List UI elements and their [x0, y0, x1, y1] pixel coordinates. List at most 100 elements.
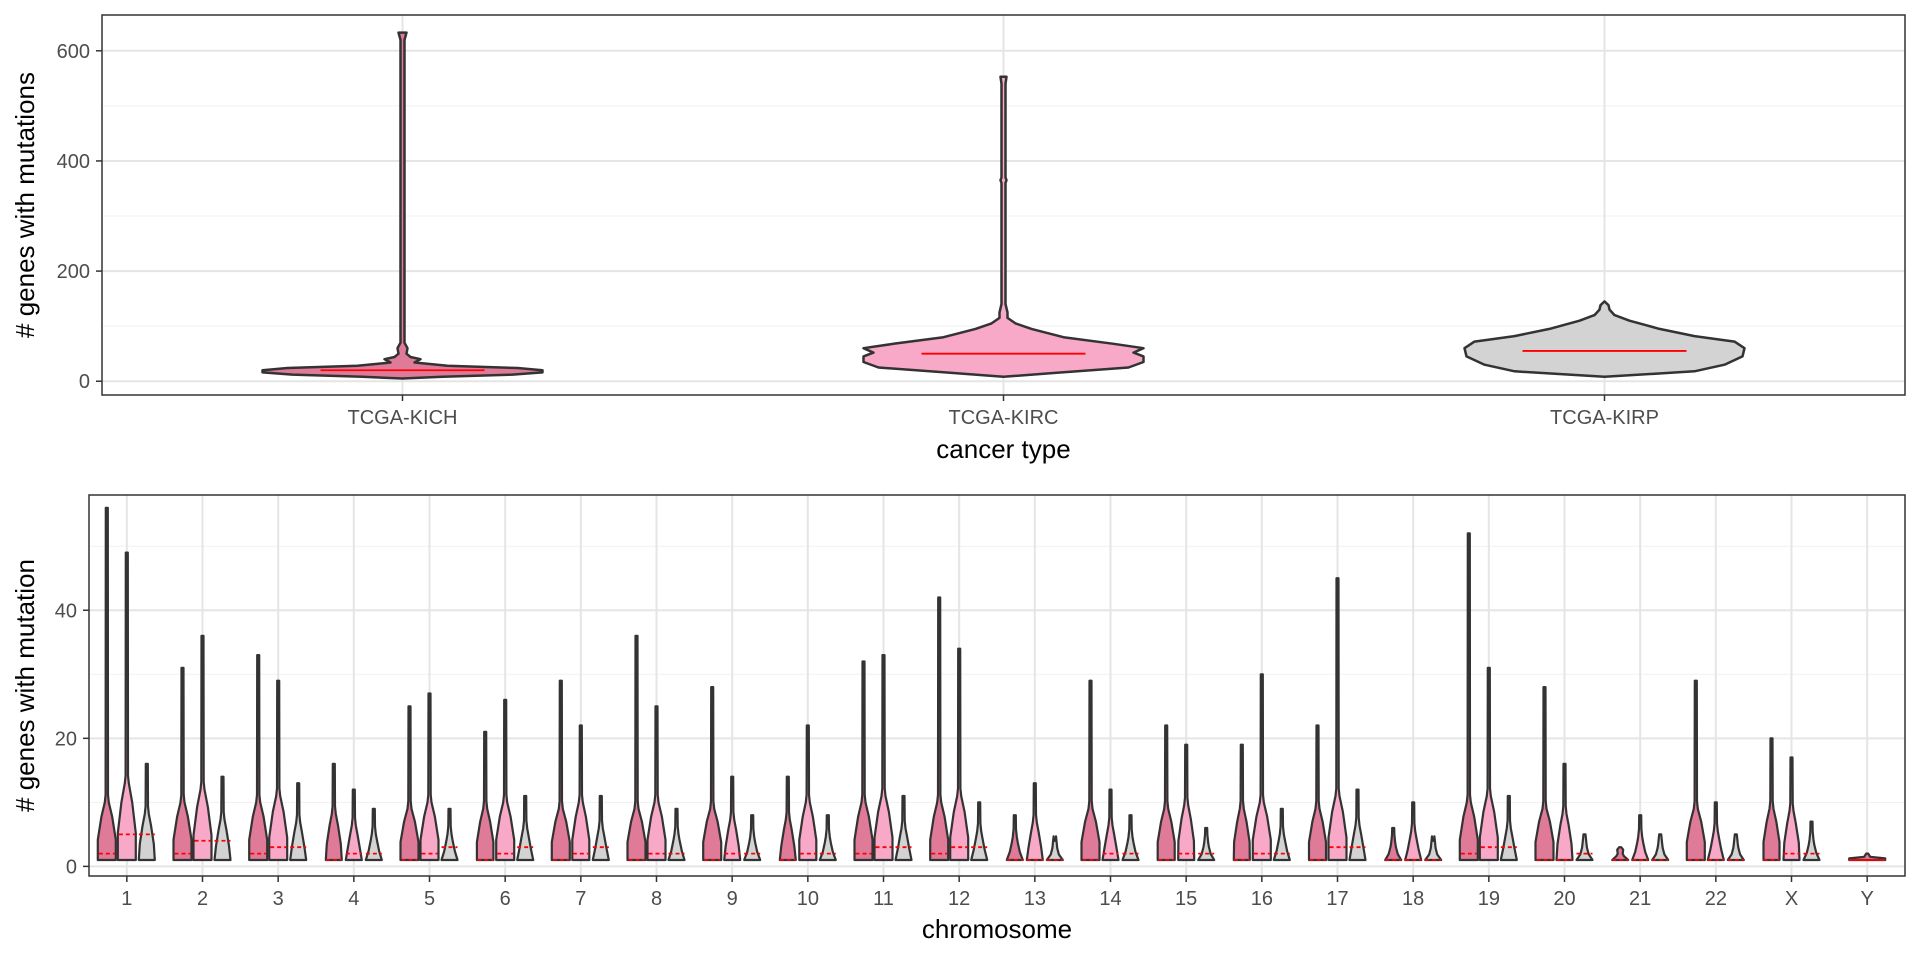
violin-chr12-tcga-kich: [929, 596, 950, 862]
violin-chr4-tcga-kirc: [344, 788, 363, 862]
violin-chr7-tcga-kich: [550, 679, 571, 862]
violin-tcga-kich: [261, 31, 544, 380]
violin-chr22-tcga-kirc: [1706, 801, 1725, 862]
x-tick-label: 19: [1478, 888, 1500, 910]
y-tick-label: 200: [57, 261, 90, 283]
violin-chr6-tcga-kirc: [495, 698, 516, 862]
x-tick-label: 21: [1629, 888, 1651, 910]
violin-chr17-tcga-kirc: [1327, 577, 1348, 862]
violin-chr3-tcga-kich: [248, 654, 269, 862]
violin-chr1-tcga-kirp: [137, 762, 156, 862]
violin-chr8-tcga-kirc: [646, 705, 667, 862]
violin-chr11-tcga-kirc: [873, 654, 894, 862]
violin-chr13-tcga-kich: [1005, 814, 1024, 862]
violin-chr11-tcga-kirp: [894, 794, 913, 862]
violin-chr16-tcga-kirc: [1251, 673, 1272, 862]
violin-chr6-tcga-kirp: [516, 794, 535, 862]
y-tick-label: 600: [57, 41, 90, 63]
x-tick-label: 17: [1326, 888, 1348, 910]
violin-chr21-tcga-kich: [1611, 846, 1630, 862]
x-tick-label: 12: [948, 888, 970, 910]
x-tick-label: 11: [873, 888, 894, 910]
violin-chr6-tcga-kich: [475, 730, 495, 862]
violin-chr15-tcga-kirc: [1177, 743, 1196, 862]
x-tick-label: 7: [575, 888, 586, 910]
x-tick-label: 8: [651, 888, 662, 910]
y-tick-label: 40: [55, 600, 77, 622]
x-tick-label: 15: [1175, 888, 1197, 910]
violin-chr15-tcga-kich: [1156, 724, 1176, 862]
y-tick-label: 0: [66, 856, 77, 878]
violin-chrX-tcga-kich: [1762, 737, 1781, 862]
violin-chr20-tcga-kich: [1534, 686, 1555, 862]
violin-chr14-tcga-kirc: [1101, 788, 1120, 862]
x-tick-label: 10: [797, 888, 819, 910]
y-tick-label: 20: [55, 728, 77, 750]
x-tick-label: 20: [1553, 888, 1575, 910]
violin-chr13-tcga-kirc: [1025, 782, 1044, 862]
violin-tcga-kirc: [862, 75, 1145, 379]
violin-chr12-tcga-kirp: [970, 801, 989, 862]
violin-chr9-tcga-kich: [702, 686, 723, 862]
x-tick-label: 6: [500, 888, 511, 910]
violin-chr22-tcga-kirp: [1726, 833, 1745, 862]
violin-chr8-tcga-kich: [626, 634, 647, 862]
x-tick-label: 13: [1024, 888, 1046, 910]
violin-chr12-tcga-kirc: [949, 647, 970, 862]
violin-chr5-tcga-kirc: [419, 692, 440, 862]
x-tick-label: 18: [1402, 888, 1424, 910]
plot-border: [88, 494, 1906, 877]
violin-chr14-tcga-kirp: [1121, 814, 1140, 862]
violin-chr16-tcga-kich: [1232, 743, 1251, 862]
violin-chr13-tcga-kirp: [1045, 835, 1064, 862]
x-tick-label: TCGA-KIRP: [1550, 407, 1659, 429]
y-tick-label: 0: [79, 371, 90, 393]
x-tick-label: TCGA-KICH: [348, 407, 458, 429]
violin-chr21-tcga-kirc: [1631, 814, 1650, 862]
x-tick-label: 14: [1099, 888, 1121, 910]
violin-chr10-tcga-kirc: [798, 724, 818, 862]
x-tick-label: 3: [273, 888, 284, 910]
violin-chr19-tcga-kich: [1458, 532, 1479, 862]
x-axis-title: chromosome: [922, 914, 1072, 944]
x-tick-label: 16: [1251, 888, 1273, 910]
violin-chr2-tcga-kirc: [192, 634, 213, 862]
x-tick-label: X: [1785, 888, 1798, 910]
x-tick-label: 22: [1705, 888, 1727, 910]
violin-chr1-tcga-kirc: [116, 551, 137, 862]
violin-chr21-tcga-kirp: [1651, 833, 1670, 862]
violin-chr16-tcga-kirp: [1272, 807, 1291, 862]
violin-chr8-tcga-kirp: [667, 807, 686, 862]
violin-chr17-tcga-kich: [1307, 724, 1328, 862]
violin-tcga-kirp: [1463, 300, 1746, 379]
violin-chr18-tcga-kirc: [1404, 801, 1423, 862]
violin-chr1-tcga-kich: [96, 506, 117, 862]
violin-chr10-tcga-kich: [778, 775, 797, 862]
x-tick-label: 4: [348, 888, 359, 910]
violin-chr3-tcga-kirc: [268, 679, 289, 862]
x-tick-label: Y: [1860, 888, 1873, 910]
x-tick-label: 9: [727, 888, 738, 910]
x-tick-label: 1: [121, 888, 132, 910]
violin-chr14-tcga-kich: [1080, 679, 1101, 862]
violin-chr7-tcga-kirc: [571, 724, 591, 862]
violin-chr19-tcga-kirp: [1499, 794, 1518, 862]
violin-chr19-tcga-kirc: [1478, 666, 1499, 862]
violin-chr18-tcga-kirp: [1424, 835, 1443, 862]
violin-chr4-tcga-kich: [324, 762, 343, 862]
x-tick-label: 2: [197, 888, 208, 910]
y-axis-title: # genes with mutations: [10, 72, 40, 338]
violin-chr18-tcga-kich: [1384, 826, 1403, 862]
violin-chr22-tcga-kich: [1685, 679, 1706, 862]
violin-chr11-tcga-kich: [853, 660, 874, 862]
y-tick-label: 400: [57, 151, 90, 173]
violin-chr5-tcga-kich: [399, 705, 420, 862]
violin-chr2-tcga-kirp: [213, 775, 232, 862]
x-axis-title: cancer type: [936, 434, 1070, 464]
violin-chr7-tcga-kirp: [591, 794, 610, 862]
violin-chr20-tcga-kirc: [1555, 762, 1574, 862]
violin-chr4-tcga-kirp: [364, 807, 383, 862]
violin-chr9-tcga-kirp: [743, 814, 762, 862]
